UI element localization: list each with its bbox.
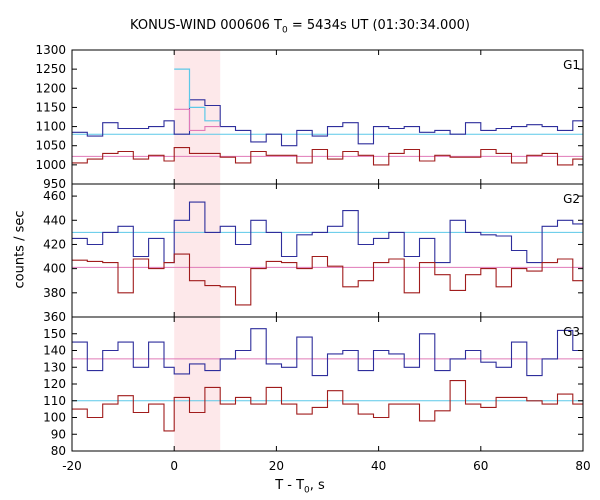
- xtick-label: 80: [575, 459, 590, 473]
- g1-series-2: [72, 147, 583, 166]
- g3-ytick-label: 90: [51, 427, 66, 441]
- xtick-label: 20: [269, 459, 284, 473]
- g1-burst-overlay-faint: [174, 108, 221, 131]
- xtick-label: 40: [371, 459, 386, 473]
- g2-ytick-label: 400: [43, 262, 66, 276]
- g1-panel-label: G1: [563, 58, 580, 72]
- g3-series-1: [72, 328, 583, 377]
- g1-ytick-label: 1000: [35, 158, 66, 172]
- g1-panel-frame: [71, 49, 584, 185]
- chart-title-pre: KONUS-WIND 000606 T: [130, 18, 282, 33]
- g2-ytick-label: 460: [43, 189, 66, 203]
- g3-ytick-label: 120: [43, 377, 66, 391]
- g1-ytick-label: 950: [43, 177, 66, 191]
- g2-ytick-label: 380: [43, 286, 66, 300]
- g3-ytick-label: 80: [51, 444, 66, 458]
- x-axis-label-post: , s: [309, 478, 325, 493]
- g1-ytick-label: 1150: [35, 100, 66, 114]
- g1-ytick-label: 1300: [35, 43, 66, 57]
- g3-ytick-label: 100: [43, 411, 66, 425]
- trigger-interval-band: [174, 50, 221, 451]
- g1-burst-overlay: [174, 68, 221, 122]
- g3-panel-frame: [71, 316, 584, 452]
- xtick-label: 60: [473, 459, 488, 473]
- g2-panel-label: G2: [563, 192, 580, 206]
- g2-ytick-label: 420: [43, 237, 66, 251]
- g1-series-1: [72, 99, 583, 147]
- g3-ytick-label: 110: [43, 394, 66, 408]
- g3-ytick-label: 140: [43, 344, 66, 358]
- x-axis-label: T - T0, s: [0, 478, 600, 496]
- g2-series-2: [72, 253, 583, 306]
- g1-ytick-label: 1200: [35, 81, 66, 95]
- x-axis-label-subscript: 0: [304, 485, 310, 496]
- chart-title: KONUS-WIND 000606 T0 = 5434s UT (01:30:3…: [0, 18, 600, 36]
- g3-ytick-label: 130: [43, 360, 66, 374]
- xtick-label: -20: [62, 459, 82, 473]
- g3-panel-label: G3: [563, 325, 580, 339]
- xtick-label: 0: [170, 459, 178, 473]
- g2-ytick-label: 360: [43, 310, 66, 324]
- g3-series-2: [72, 380, 583, 432]
- chart-title-subscript: 0: [282, 25, 288, 36]
- g3-ytick-label: 150: [43, 327, 66, 341]
- x-axis-label-pre: T - T: [275, 478, 305, 493]
- g1-ytick-label: 1250: [35, 62, 66, 76]
- g1-ytick-label: 1100: [35, 120, 66, 134]
- g1-ytick-label: 1050: [35, 139, 66, 153]
- g2-ytick-label: 440: [43, 213, 66, 227]
- chart-title-post: = 5434s UT (01:30:34.000): [287, 18, 470, 33]
- g2-series-1: [72, 201, 583, 264]
